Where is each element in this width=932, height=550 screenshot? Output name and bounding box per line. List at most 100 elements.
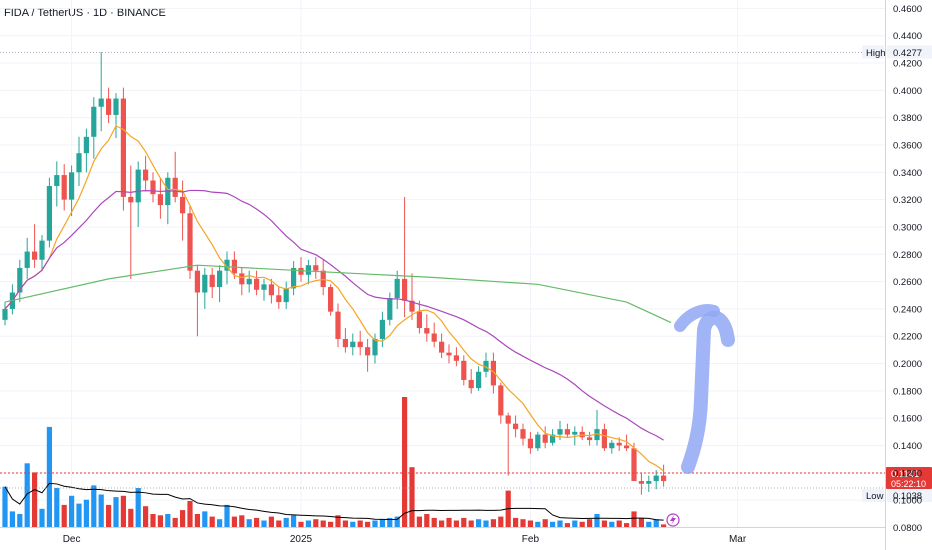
volume-bar — [305, 520, 311, 527]
volume-bar — [564, 523, 570, 527]
candle-body — [113, 98, 119, 115]
volume-bar — [172, 517, 178, 527]
volume-bar — [661, 524, 667, 527]
candle-body — [350, 341, 356, 348]
volume-bar — [120, 495, 126, 527]
candle-body — [646, 481, 652, 484]
candle-body — [268, 284, 274, 296]
candle-body — [572, 431, 578, 435]
volume-bar — [379, 519, 385, 527]
volume-bar — [461, 517, 467, 527]
candle-body — [39, 240, 45, 260]
candle-body — [342, 338, 348, 348]
y-tick-label: 0.4200 — [893, 59, 922, 70]
candle-body — [172, 177, 178, 197]
chart-title: FIDA / TetherUS · 1D · BINANCE — [4, 7, 166, 19]
volume-bar — [224, 504, 230, 527]
high-tag — [862, 45, 884, 59]
volume-bar — [402, 397, 408, 527]
candle-body — [283, 288, 289, 303]
volume-bar — [69, 495, 75, 527]
candle-body — [180, 196, 186, 214]
volume-bar — [609, 521, 615, 527]
volume-bar — [542, 519, 548, 527]
volume-bar — [150, 514, 156, 527]
volume-bar — [638, 517, 644, 527]
y-tick-label: 0.0800 — [893, 523, 922, 534]
volume-bar — [180, 510, 186, 527]
y-tick-label: 0.2200 — [893, 332, 922, 343]
y-tick-label: 0.2800 — [893, 250, 922, 261]
last-price-tag — [886, 467, 932, 489]
candle-body — [328, 287, 334, 312]
volume-bars — [2, 397, 667, 527]
last-price: 0.1141 — [891, 469, 919, 480]
candle-body — [224, 259, 230, 271]
candle-body — [246, 278, 252, 285]
y-tick-label: 0.3000 — [893, 222, 922, 233]
moving-averages — [4, 125, 672, 472]
grid — [0, 0, 885, 528]
volume-bar — [2, 486, 8, 527]
volume-bar — [646, 521, 652, 527]
candle-body — [550, 434, 556, 443]
candle-body — [468, 379, 474, 389]
volume-bar — [335, 515, 341, 527]
volume-bar — [527, 520, 533, 527]
candle-body — [564, 429, 570, 435]
volume-bar — [298, 521, 304, 527]
price-axis: 0.4600 0.4400 0.4200 0.4000 0.3800 0.3600 0.34… — [885, 0, 922, 550]
x-tick-label: Dec — [63, 534, 81, 545]
candle-body — [505, 415, 511, 424]
candle-body — [394, 278, 400, 298]
candle-body — [209, 274, 215, 288]
candle-body — [379, 319, 385, 339]
volume-bar — [350, 521, 356, 527]
high-label: High — [866, 48, 886, 59]
ma-long-line — [4, 264, 672, 324]
annotation-arrow-head — [674, 304, 720, 332]
volume-bar — [513, 517, 519, 527]
volume-bar — [387, 517, 393, 527]
volume-bar — [61, 504, 67, 527]
y-tick-label: 0.1400 — [893, 441, 922, 452]
candle-body — [17, 267, 23, 293]
volume-bar — [557, 520, 563, 527]
candle-body — [453, 355, 459, 361]
volume-bar — [98, 494, 104, 527]
x-tick-label: Feb — [522, 534, 540, 545]
volume-bar — [128, 508, 134, 527]
candle-body — [187, 213, 193, 271]
volume-bar — [498, 516, 504, 527]
candle-body — [638, 481, 644, 484]
y-tick-label: 0.1600 — [893, 414, 922, 425]
volume-bar — [520, 519, 526, 527]
candle-body — [194, 270, 200, 293]
candle-body — [431, 333, 437, 342]
volume-bar — [653, 519, 659, 527]
candle-body — [535, 434, 541, 449]
candle-body — [98, 98, 104, 107]
volume-bar — [157, 515, 163, 527]
volume-bar — [276, 520, 282, 527]
volume-bar — [254, 517, 260, 527]
volume-bar — [165, 514, 171, 527]
volume-bar — [579, 521, 585, 527]
candle-body — [557, 429, 563, 435]
volume-bar — [209, 516, 215, 527]
candle-body — [305, 265, 311, 275]
candle-body — [661, 475, 667, 482]
volume-bar — [91, 485, 97, 527]
candle-body — [461, 360, 467, 380]
candle-body — [624, 445, 630, 449]
volume-ma-line — [4, 482, 664, 521]
candle-body — [335, 311, 341, 339]
volume-bar — [624, 523, 630, 527]
volume-bar — [187, 501, 193, 527]
volume-bar — [476, 519, 482, 527]
candle-body — [631, 448, 637, 482]
volume-bar — [616, 520, 622, 527]
volume-bar — [83, 499, 89, 527]
y-tick-label: 0.1200 — [893, 468, 922, 479]
